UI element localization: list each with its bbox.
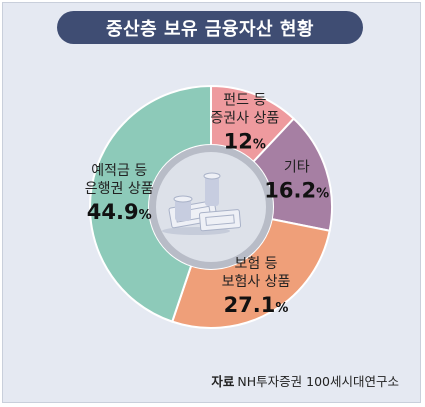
slice-label: 펀드 등 [223,92,266,108]
slice-label: 예적금 등 [91,163,147,179]
slice-value: 12% [224,129,266,153]
source-text: NH투자증권 100세시대연구소 [237,374,399,389]
money-coins-icon [162,172,242,235]
slice-value: 44.9% [87,200,152,224]
slice-label: 은행권 상품 [85,181,154,197]
source-note: 자료 NH투자증권 100세시대연구소 [211,371,399,390]
slice-label: 보험사 상품 [222,274,291,290]
slice-label: 기타 [284,160,310,176]
slice-label: 증권사 상품 [210,110,279,126]
slice-label: 보험 등 [234,256,277,272]
slice-value: 27.1% [224,293,289,317]
source-label: 자료 [211,374,235,389]
chart-title: 중산층 보유 금융자산 현황 [57,11,363,44]
slice-value: 16.2% [264,179,329,203]
